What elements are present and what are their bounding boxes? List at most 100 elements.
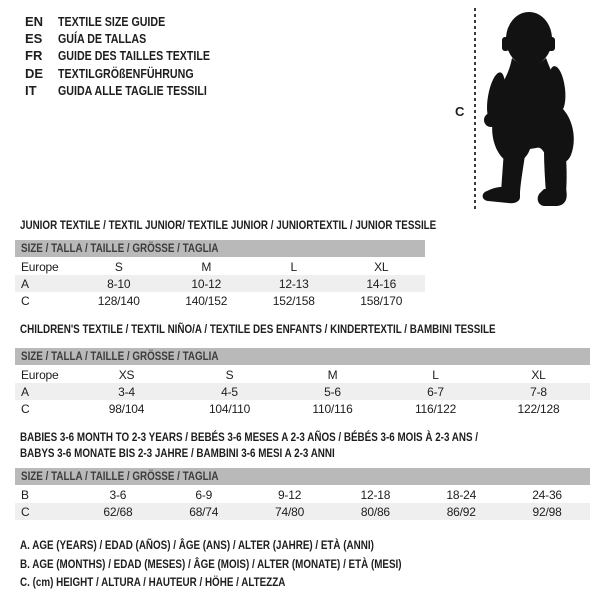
- table-cell: 3-6: [109, 487, 127, 502]
- language-code: DE: [25, 65, 44, 81]
- table-cell: 92/98: [532, 504, 562, 519]
- row-label: Europe: [21, 259, 59, 274]
- size-table: JUNIOR TEXTILE / TEXTIL JUNIOR/ TEXTILE …: [15, 218, 436, 309]
- size-table: CHILDREN'S TEXTILE / TEXTIL NIÑO/A / TEX…: [15, 322, 590, 417]
- table-rows: Europe XS S M L XL A 3-4 4-5 5-6 6-7 7-8 C 98/104 104/…: [15, 366, 590, 417]
- language-row: ES GUÍA DE TALLAS: [25, 30, 243, 47]
- table-cell: 3-4: [118, 384, 135, 399]
- language-code: FR: [25, 48, 43, 64]
- language-title-text: GUÍA DE TALLAS: [58, 31, 147, 47]
- table-cell: 80/86: [360, 504, 390, 519]
- table-cell: 68/74: [189, 504, 219, 519]
- table-cell: 6-7: [427, 384, 444, 399]
- table-row: Europe S M L XL: [15, 258, 425, 275]
- table-title-line: BABIES 3-6 MONTH TO 2-3 YEARS / BEBÉS 3-…: [20, 429, 579, 445]
- table-rows: Europe S M L XL A 8-10 10-12 12-13 14-16 C 128/140 1…: [15, 258, 425, 309]
- table-cell: L: [290, 259, 298, 274]
- table-row: Europe XS S M L XL: [15, 366, 590, 383]
- table-cell: 10-12: [191, 276, 222, 291]
- row-label: C: [21, 293, 30, 308]
- footnote-line: A. AGE (YEARS) / EDAD (AÑOS) / ÂGE (ANS)…: [20, 536, 485, 555]
- size-header-bar: SIZE / TALLA / TAILLE / GRÖSSE / TAGLIA: [15, 348, 590, 365]
- table-title-line-text: JUNIOR TEXTILE / TEXTIL JUNIOR/ TEXTILE …: [20, 218, 437, 232]
- language-row: DE TEXTILGRÖßENFÜHRUNG: [25, 65, 243, 82]
- table-cell: M: [201, 259, 212, 274]
- language-code: EN: [25, 14, 44, 30]
- language-title-text: GUIDA ALLE TAGLIE TESSILI: [58, 82, 207, 98]
- table-cell: 8-10: [107, 276, 131, 291]
- table-cell: 116/122: [414, 401, 457, 416]
- table-cell: XL: [531, 367, 546, 382]
- table-cell: 5-6: [324, 384, 341, 399]
- table-cell: 18-24: [446, 487, 477, 502]
- table-cell: XS: [118, 367, 135, 382]
- row-label: Europe: [21, 367, 59, 382]
- table-title: CHILDREN'S TEXTILE / TEXTIL NIÑO/A / TEX…: [20, 321, 600, 337]
- table-cell: 24-36: [532, 487, 562, 502]
- table-cell: 128/140: [97, 293, 140, 308]
- size-header-bar-text: SIZE / TALLA / TAILLE / GRÖSSE / TAGLIA: [21, 349, 219, 363]
- row-label: B: [21, 487, 29, 502]
- table-cell: 104/110: [208, 401, 251, 416]
- language-title: GUIDE DES TAILLES TEXTILE: [58, 48, 243, 63]
- size-header-bar: SIZE / TALLA / TAILLE / GRÖSSE / TAGLIA: [15, 240, 425, 257]
- row-label: A: [21, 384, 29, 399]
- size-header-bar-text: SIZE / TALLA / TAILLE / GRÖSSE / TAGLIA: [21, 241, 219, 255]
- table-title-line-text: BABYS 3-6 MONATE BIS 2-3 JAHRE / BAMBINI…: [20, 446, 335, 460]
- table-cell: S: [225, 367, 234, 382]
- table-cell: 122/128: [517, 401, 560, 416]
- row-label: C: [21, 401, 30, 416]
- table-title-line-text: BABIES 3-6 MONTH TO 2-3 YEARS / BEBÉS 3-…: [20, 430, 479, 444]
- language-title: GUÍA DE TALLAS: [58, 31, 243, 46]
- table-row: C 62/68 68/74 74/80 80/86 86/92 92/98: [15, 503, 590, 520]
- language-title: TEXTILE SIZE GUIDE: [58, 14, 243, 29]
- toddler-silhouette-shape: [482, 12, 574, 206]
- footnote-line-text: A. AGE (YEARS) / EDAD (AÑOS) / ÂGE (ANS)…: [20, 538, 374, 552]
- toddler-silhouette-icon: [482, 12, 574, 206]
- footnote-line-text: B. AGE (MONTHS) / EDAD (MESES) / ÂGE (MO…: [20, 556, 402, 571]
- size-table: BABIES 3-6 MONTH TO 2-3 YEARS / BEBÉS 3-…: [15, 430, 590, 520]
- table-cell: S: [114, 259, 123, 274]
- language-title: TEXTILGRÖßENFÜHRUNG: [58, 66, 243, 81]
- language-title-list: EN TEXTILE SIZE GUIDE ES GUÍA DE TALLAS FR GU…: [25, 13, 243, 99]
- language-row: EN TEXTILE SIZE GUIDE: [25, 13, 243, 30]
- table-title: BABIES 3-6 MONTH TO 2-3 YEARS / BEBÉS 3-…: [20, 429, 579, 461]
- language-title-text: GUIDE DES TAILLES TEXTILE: [58, 48, 211, 64]
- table-row: A 3-4 4-5 5-6 6-7 7-8: [15, 383, 590, 400]
- language-code: IT: [25, 82, 37, 98]
- table-cell: 6-9: [195, 487, 213, 502]
- table-cell: XL: [374, 259, 389, 274]
- footnotes: A. AGE (YEARS) / EDAD (AÑOS) / ÂGE (ANS)…: [20, 536, 485, 592]
- size-header-bar-text: SIZE / TALLA / TAILLE / GRÖSSE / TAGLIA: [21, 469, 219, 483]
- table-cell: 110/116: [312, 401, 353, 416]
- table-cell: L: [432, 367, 439, 382]
- table-row: C 128/140 140/152 152/158 158/170: [15, 292, 425, 309]
- table-cell: 158/170: [360, 293, 403, 308]
- table-title: JUNIOR TEXTILE / TEXTIL JUNIOR/ TEXTILE …: [20, 217, 528, 233]
- height-measure-label: C: [455, 104, 465, 119]
- table-cell: 4-5: [221, 384, 238, 399]
- table-row: A 8-10 10-12 12-13 14-16: [15, 275, 425, 292]
- language-row: FR GUIDE DES TAILLES TEXTILE: [25, 47, 243, 64]
- height-measure-dashed-line: [474, 8, 476, 211]
- table-cell: 9-12: [277, 487, 302, 502]
- table-cell: 152/158: [272, 293, 315, 308]
- table-cell: 140/152: [185, 293, 228, 308]
- table-cell: 14-16: [366, 276, 397, 291]
- table-title-line-text: CHILDREN'S TEXTILE / TEXTIL NIÑO/A / TEX…: [20, 322, 496, 336]
- table-title-line: BABYS 3-6 MONATE BIS 2-3 JAHRE / BAMBINI…: [20, 445, 579, 461]
- table-row: B 3-6 6-9 9-12 12-18 18-24 24-36: [15, 486, 590, 503]
- language-title: GUIDA ALLE TAGLIE TESSILI: [58, 83, 243, 98]
- table-rows: B 3-6 6-9 9-12 12-18 18-24 24-36 C 62/68 68/74 74/…: [15, 486, 590, 520]
- table-cell: 98/104: [108, 401, 145, 416]
- table-cell: 86/92: [446, 504, 476, 519]
- table-title-line: JUNIOR TEXTILE / TEXTIL JUNIOR/ TEXTILE …: [20, 217, 528, 233]
- footnote-line: B. AGE (MONTHS) / EDAD (MESES) / ÂGE (MO…: [20, 555, 485, 574]
- table-cell: 12-13: [278, 276, 309, 291]
- table-title-line: CHILDREN'S TEXTILE / TEXTIL NIÑO/A / TEX…: [20, 321, 600, 337]
- table-row: C 98/104 104/110 110/116 116/122 122/128: [15, 400, 590, 417]
- language-row: IT GUIDA ALLE TAGLIE TESSILI: [25, 82, 243, 99]
- language-title-text: TEXTILE SIZE GUIDE: [58, 14, 166, 30]
- language-title-text: TEXTILGRÖßENFÜHRUNG: [58, 65, 194, 81]
